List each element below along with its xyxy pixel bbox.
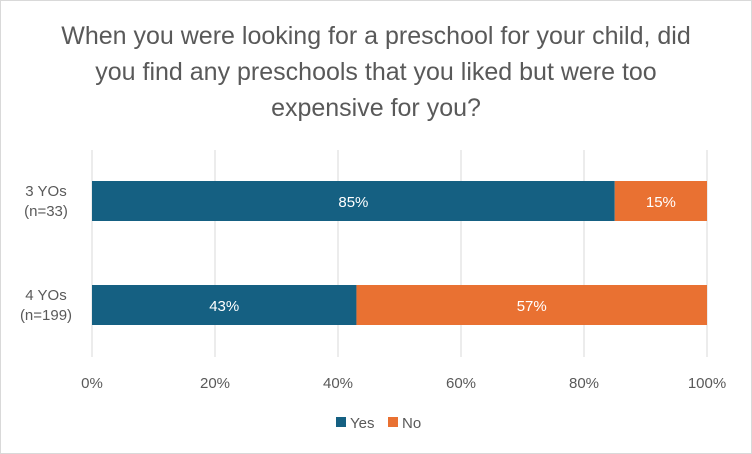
- y-category-label-0: 3 YOs (n=33): [24, 183, 68, 220]
- bar-yes-1: [92, 285, 357, 325]
- chart-title: When you were looking for a preschool fo…: [61, 22, 691, 122]
- data-label-no-0: 15%: [646, 194, 676, 211]
- x-axis-ticks: 0% 20% 40% 60% 80% 100%: [81, 375, 726, 392]
- bar-no-0: [614, 181, 707, 221]
- y-axis-categories: 3 YOs (n=33) 4 YOs (n=199): [20, 183, 72, 324]
- x-tick-label-60: 60%: [446, 375, 476, 392]
- x-tick-label-80: 80%: [569, 375, 599, 392]
- legend-swatch-yes: [336, 417, 346, 427]
- legend-label-no: No: [402, 415, 421, 432]
- legend-label-yes: Yes: [350, 415, 374, 432]
- x-tick-label-40: 40%: [323, 375, 353, 392]
- x-tick-label-20: 20%: [200, 375, 230, 392]
- data-label-yes-1: 43%: [209, 298, 239, 315]
- bar-yes-0: [92, 181, 615, 221]
- bar-no-1: [356, 285, 707, 325]
- legend-swatch-no: [388, 417, 398, 427]
- y-category-line: (n=33): [24, 203, 68, 220]
- y-category-line: 4 YOs: [25, 287, 66, 304]
- x-tick-label-0: 0%: [81, 375, 103, 392]
- data-label-yes-0: 85%: [338, 194, 368, 211]
- bars: 85% 15% 43% 57%: [92, 181, 707, 325]
- x-tick-label-100: 100%: [688, 375, 726, 392]
- data-label-no-1: 57%: [517, 298, 547, 315]
- y-category-label-1: 4 YOs (n=199): [20, 287, 72, 324]
- y-category-line: (n=199): [20, 307, 72, 324]
- legend: Yes No: [336, 415, 421, 432]
- y-category-line: 3 YOs: [25, 183, 66, 200]
